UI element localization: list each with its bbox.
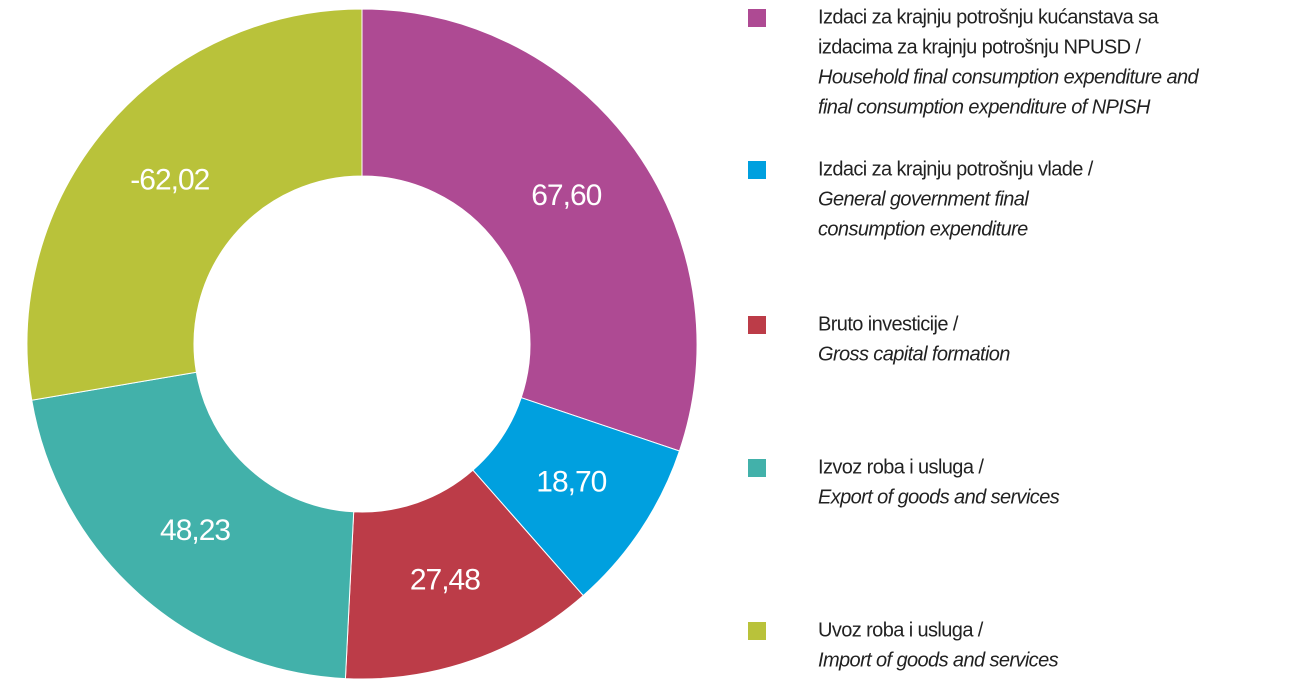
legend-swatch [748,459,766,477]
legend-label-en: General government final [818,188,1029,210]
donut-segment [26,8,363,401]
legend-label: Izdaci za krajnju potrošnju kućanstava s… [818,6,1160,28]
legend-label: Izvoz roba i usluga / [818,456,984,478]
legend-label-en: Gross capital formation [818,343,1010,365]
legend-label: izdacima za krajnju potrošnju NPUSD / [818,36,1141,58]
donut-segment [344,469,584,680]
value-label: 18,70 [536,465,606,498]
legend-label-en: Household final consumption expenditure … [818,66,1200,88]
legend-label-en: final consumption expenditure of NPISH [818,96,1151,118]
legend-label-en: Import of goods and services [818,649,1059,671]
legend-label: Izdaci za krajnju potrošnju vlade / [818,158,1094,180]
value-label: 27,48 [410,563,480,596]
value-label: 48,23 [160,514,230,547]
value-label: -62,02 [130,164,209,197]
value-label: 67,60 [531,179,601,212]
legend-swatch [748,9,766,27]
legend-label: Bruto investicije / [818,313,959,335]
legend-swatch [748,161,766,179]
legend-label: Uvoz roba i usluga / [818,619,984,641]
legend-swatch [748,316,766,334]
donut-segment [361,8,698,452]
legend-label-en: consumption expenditure [818,218,1028,240]
donut-segment [31,371,355,680]
legend-swatch [748,622,766,640]
legend-label-en: Export of goods and services [818,486,1060,508]
